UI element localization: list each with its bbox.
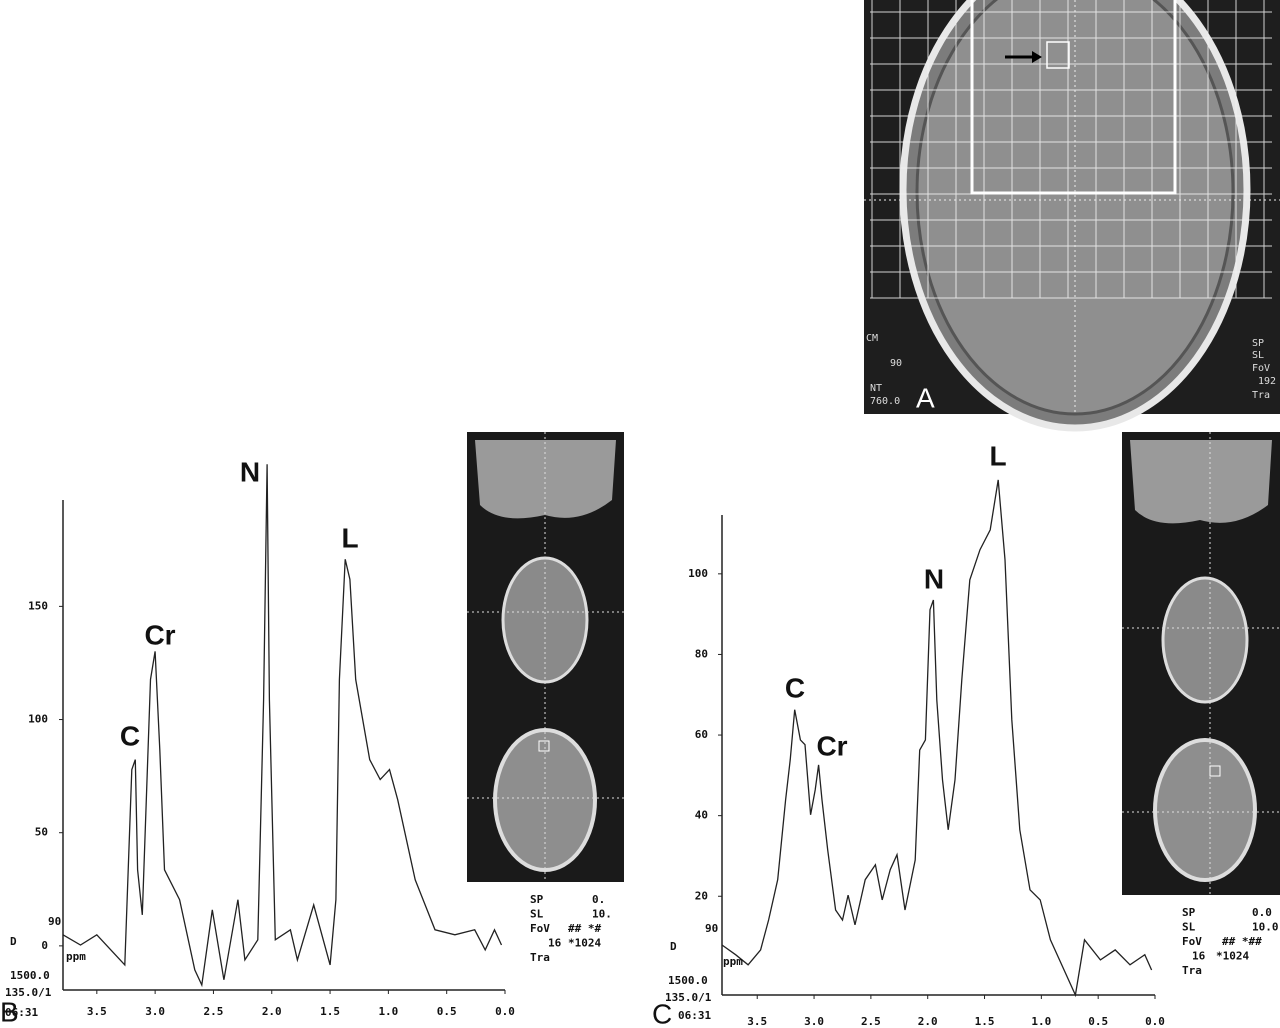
x-tick-label: 1.0 <box>1031 1015 1051 1028</box>
y-tick-label: 150 <box>28 599 48 612</box>
y-tick-label: 100 <box>688 567 708 580</box>
scanner-text: ppm <box>66 950 86 963</box>
spectrum-line <box>62 464 503 988</box>
scanner-text: 90 <box>705 922 718 935</box>
scan-param: FoV <box>1252 363 1270 374</box>
scan-info: *1024 <box>1216 950 1249 963</box>
scan-info: 10.0 <box>1252 921 1279 934</box>
scanner-text: ppm <box>723 955 743 968</box>
mri-axial-image <box>864 0 1280 432</box>
scanner-text: 1500.0 <box>10 969 50 982</box>
scan-info: 16 <box>548 937 562 950</box>
x-tick-label: 1.5 <box>975 1015 995 1028</box>
scan-info: 10. <box>592 908 612 921</box>
scan-param: 90 <box>890 358 902 369</box>
scan-info: SL <box>1182 921 1196 934</box>
mri-localizer-c <box>1122 432 1280 895</box>
x-tick-label: 3.0 <box>804 1015 824 1028</box>
scan-param: 760.0 <box>870 396 900 407</box>
scan-param: Tra <box>1252 390 1270 401</box>
x-tick-label: 0.0 <box>1145 1015 1165 1028</box>
x-tick-label: 3.5 <box>747 1015 767 1028</box>
y-tick-label: 50 <box>35 826 48 839</box>
peak-label: L <box>341 522 358 553</box>
scan-param: 192 <box>1258 376 1276 387</box>
scan-info: Tra <box>1182 964 1202 977</box>
scan-info: SL <box>530 908 544 921</box>
peak-label: N <box>924 563 944 594</box>
scanner-text: 06:31 <box>5 1006 38 1019</box>
scanner-text: 06:31 <box>678 1009 711 1022</box>
y-tick-label: 80 <box>695 647 708 660</box>
panel-label: B <box>0 996 19 1027</box>
scan-info: ## *## <box>1222 935 1262 948</box>
scan-info: 0. <box>592 893 605 906</box>
scanner-text: D <box>670 940 677 953</box>
peak-label: Cr <box>816 730 847 761</box>
scan-info: 16 <box>1192 950 1206 963</box>
mri-localizer-b <box>467 432 624 882</box>
scan-info: SP <box>530 893 544 906</box>
scanner-text: 135.0/1 <box>665 991 712 1004</box>
x-tick-label: 2.5 <box>204 1005 224 1018</box>
scan-info: FoV <box>1182 935 1202 948</box>
scan-param: SL <box>1252 350 1264 361</box>
scanner-text: 90 <box>48 915 61 928</box>
panel-label: A <box>916 382 935 413</box>
x-tick-label: 2.0 <box>262 1005 282 1018</box>
scan-info: Tra <box>530 951 550 964</box>
spectrum-line <box>721 479 1153 998</box>
x-tick-label: 3.0 <box>145 1005 165 1018</box>
scan-info: *1024 <box>568 937 601 950</box>
x-tick-label: 2.5 <box>861 1015 881 1028</box>
scan-info: ## *# <box>568 922 601 935</box>
scan-info: FoV <box>530 922 550 935</box>
x-tick-label: 3.5 <box>87 1005 107 1018</box>
peak-label: C <box>785 672 805 703</box>
scanner-text: D <box>10 935 17 948</box>
scan-param: NT <box>870 383 882 394</box>
scanner-text: 1500.0 <box>668 974 708 987</box>
y-tick-label: 40 <box>695 809 708 822</box>
scan-param: SP <box>1252 338 1264 349</box>
x-tick-label: 0.5 <box>1088 1015 1108 1028</box>
peak-label: L <box>989 440 1006 471</box>
x-tick-label: 1.5 <box>320 1005 340 1018</box>
x-tick-label: 0.5 <box>437 1005 457 1018</box>
x-tick-label: 0.0 <box>495 1005 515 1018</box>
y-tick-label: 20 <box>695 889 708 902</box>
y-tick-label: 0 <box>41 939 48 952</box>
x-tick-label: 1.0 <box>378 1005 398 1018</box>
x-tick-label: 2.0 <box>918 1015 938 1028</box>
peak-label: Cr <box>144 619 175 650</box>
peak-label: C <box>120 720 140 751</box>
scanner-text: 135.0/1 <box>5 986 52 999</box>
peak-label: N <box>240 456 260 487</box>
scan-info: SP <box>1182 906 1196 919</box>
panel-label: C <box>652 998 672 1028</box>
y-tick-label: 60 <box>695 728 708 741</box>
y-tick-label: 100 <box>28 713 48 726</box>
scan-param: CM <box>866 333 878 344</box>
scan-info: 0.0 <box>1252 906 1272 919</box>
